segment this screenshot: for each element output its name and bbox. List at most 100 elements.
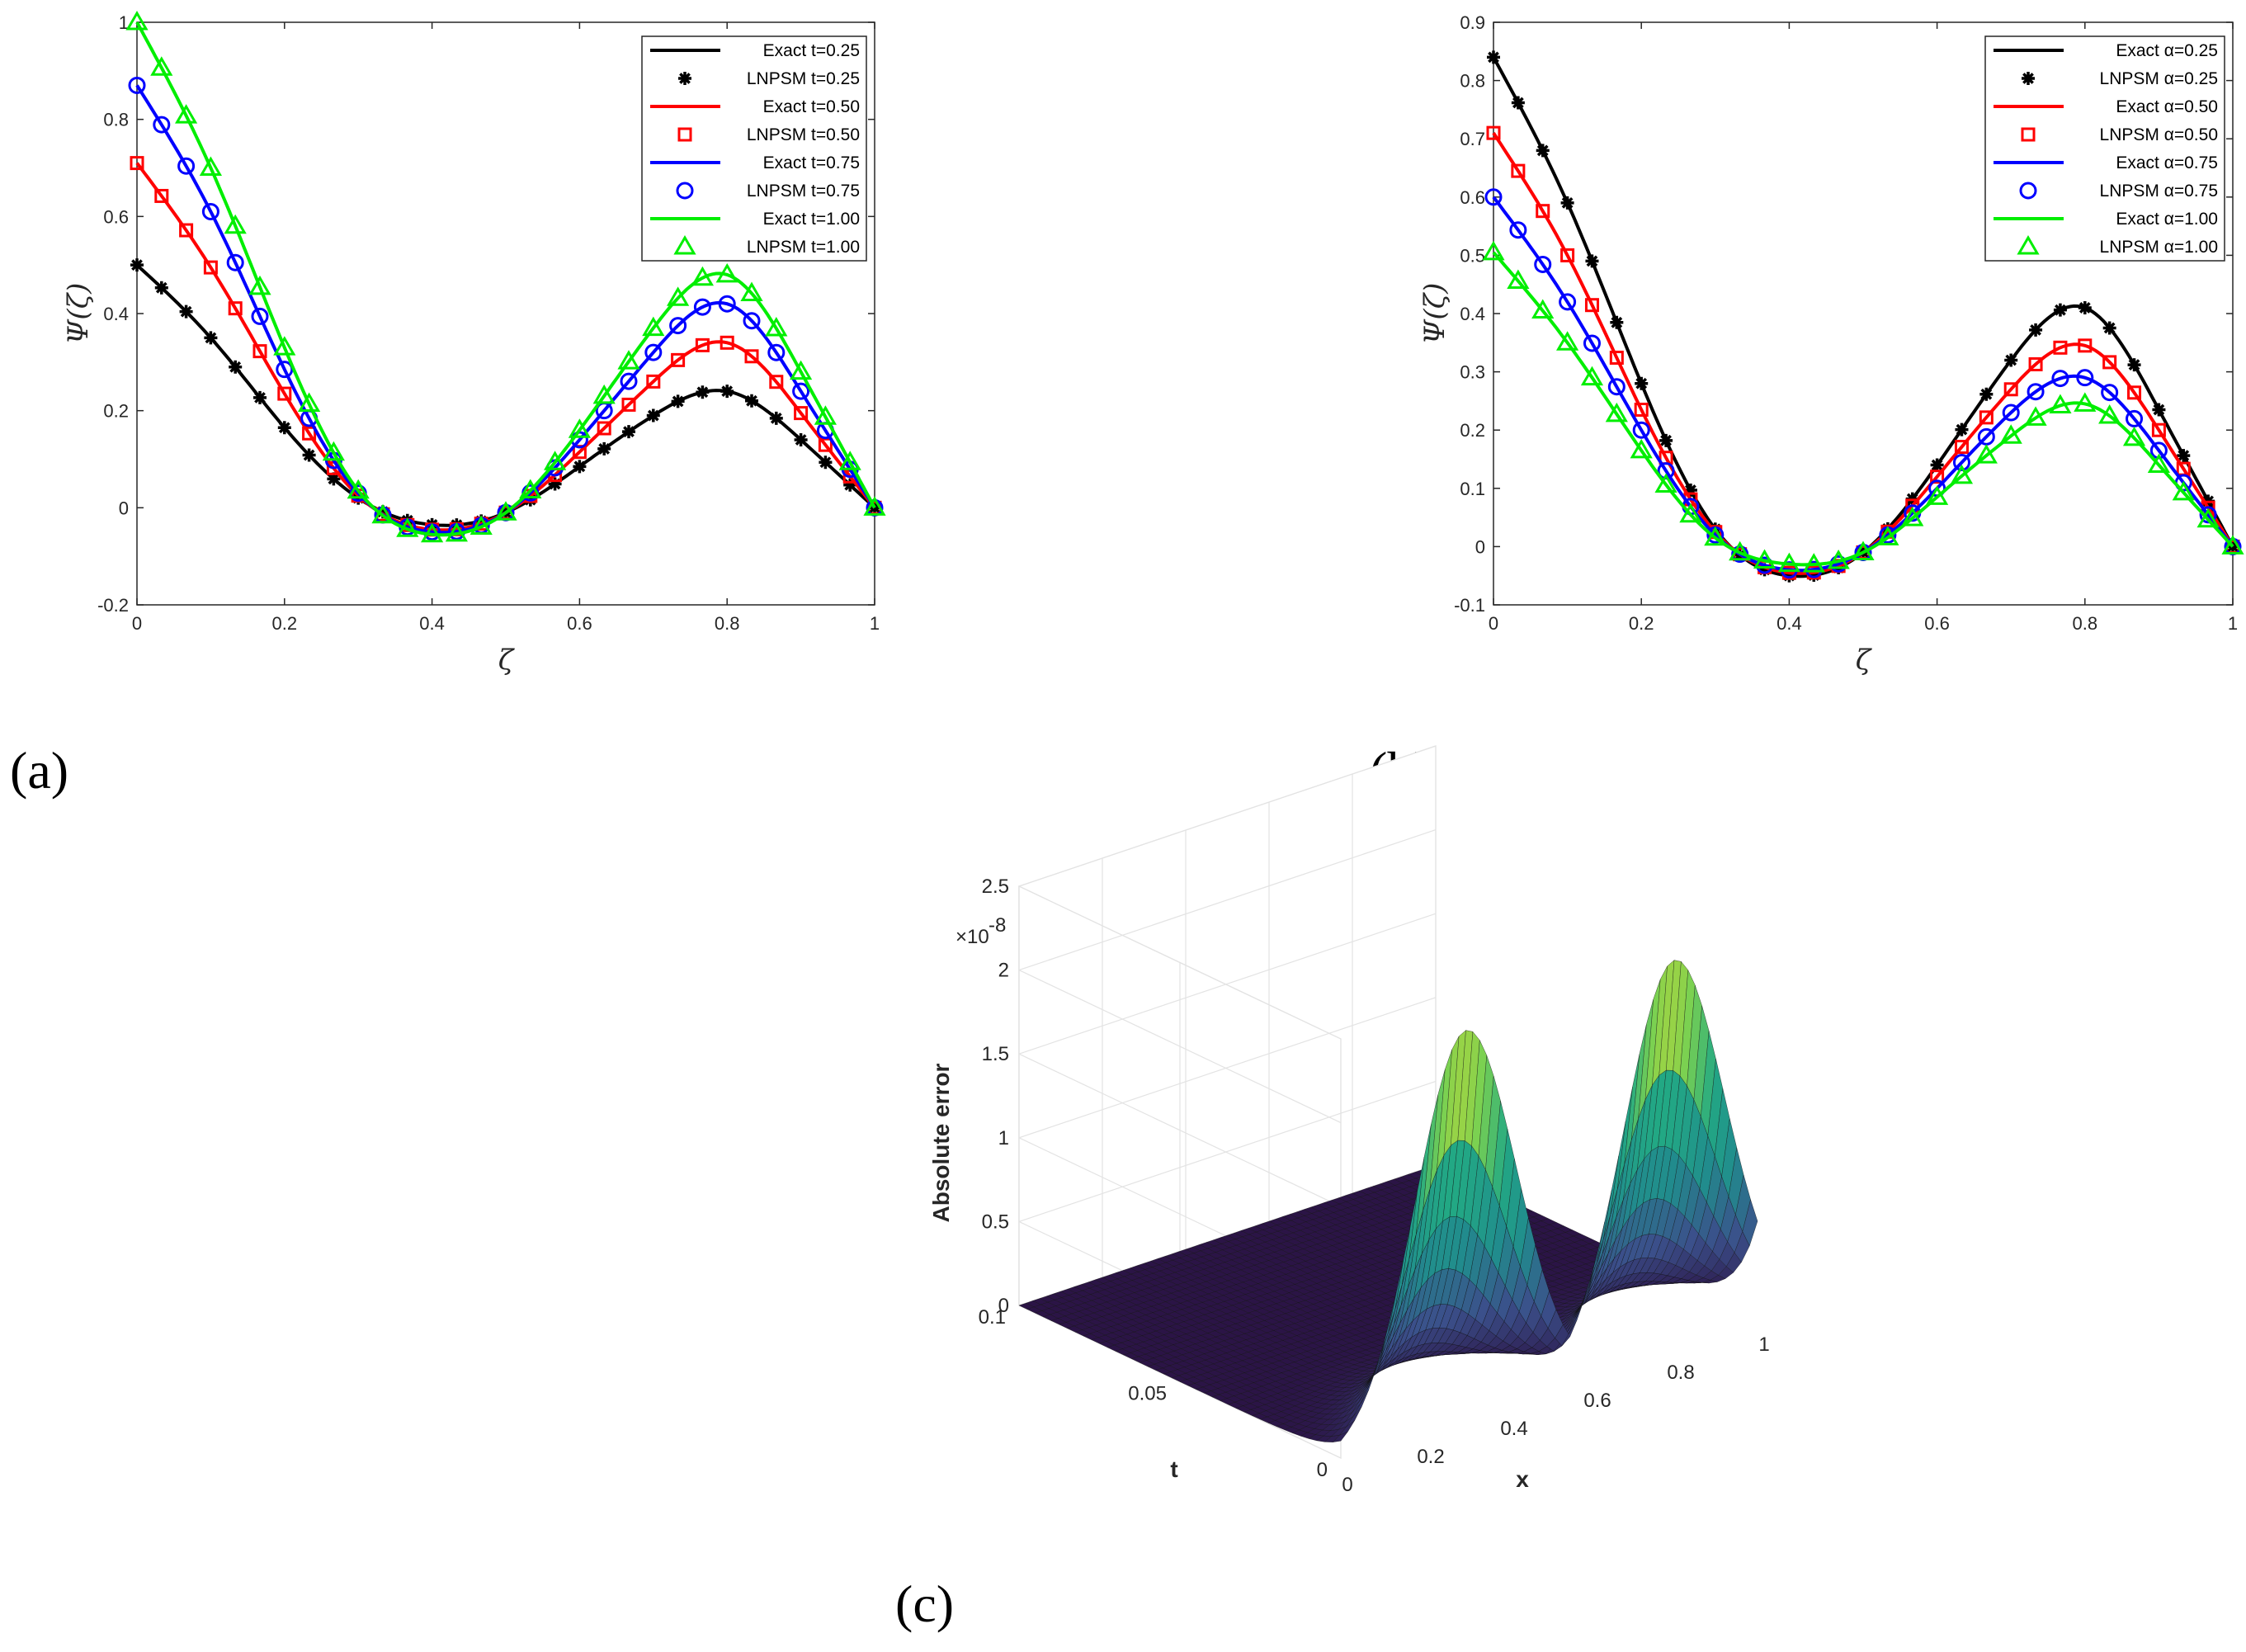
data-point xyxy=(2177,449,2191,463)
data-point xyxy=(327,472,341,486)
grid-line xyxy=(1018,829,1437,971)
x-tick-label: 0.4 xyxy=(1500,1418,1527,1440)
x-tick-label: 0 xyxy=(1342,1474,1352,1496)
data-point xyxy=(696,385,710,399)
data-point xyxy=(1609,350,1624,365)
data-point xyxy=(1782,569,1796,583)
data-point xyxy=(2078,300,2092,314)
data-point xyxy=(1531,299,1555,319)
data-point xyxy=(646,374,661,389)
data-point xyxy=(1979,387,1994,401)
data-point xyxy=(1632,421,1650,439)
data-point xyxy=(445,522,469,542)
y-tick-label: 0.2 xyxy=(1460,420,1485,441)
data-point xyxy=(1507,269,1530,290)
data-point xyxy=(1634,402,1649,417)
t-tick-label: 0 xyxy=(1317,1459,1328,1481)
t-tick-label: 0.05 xyxy=(1128,1383,1167,1405)
chart-panel-c: 0 0.5 1 1.5 2 2.5 0 0.2 0.4 0.6 0.8 1 0 0.05 0.1 ×10-8 A… xyxy=(928,745,1770,1496)
y-tick-label: 0.1 xyxy=(1460,479,1485,499)
data-point xyxy=(1975,444,1998,464)
data-point xyxy=(744,349,759,364)
data-point xyxy=(2122,426,2146,446)
legend-marker-swatch xyxy=(678,72,691,85)
data-point xyxy=(2002,404,2020,422)
data-point xyxy=(2102,321,2116,335)
data-point xyxy=(201,202,219,220)
data-point xyxy=(179,304,193,319)
exponent-value: -8 xyxy=(989,914,1006,937)
legend-entry: LNPSM α=0.50 xyxy=(2100,125,2218,144)
legend-entry: Exact t=1.00 xyxy=(763,210,860,229)
x-tick-label: 0.6 xyxy=(1924,613,1950,634)
z-tick-label: 1.5 xyxy=(982,1043,1009,1065)
y-tick-label: 0.8 xyxy=(103,110,129,130)
data-point xyxy=(154,188,169,203)
data-point xyxy=(2053,303,2067,317)
data-point xyxy=(1979,410,1994,425)
data-point xyxy=(2127,358,2141,372)
data-point xyxy=(1654,473,1677,493)
data-point xyxy=(1950,464,1974,484)
x-tick-label: 0 xyxy=(132,613,142,634)
data-point xyxy=(2126,409,2144,427)
data-point xyxy=(1610,315,1624,329)
data-point xyxy=(2024,406,2047,426)
t-axis-label: t xyxy=(1170,1456,1177,1482)
x-tick-label: 1 xyxy=(1758,1333,1769,1356)
y-tick-label: 0.8 xyxy=(1460,71,1485,92)
legend-marker-swatch xyxy=(2022,72,2035,85)
data-point xyxy=(669,317,687,335)
data-point xyxy=(2078,338,2093,353)
data-point xyxy=(1999,424,2022,444)
data-point xyxy=(2221,535,2244,555)
data-point xyxy=(2028,356,2043,371)
data-point xyxy=(177,157,196,175)
data-point xyxy=(1807,569,1821,583)
data-point xyxy=(347,479,370,499)
data-point xyxy=(203,260,218,275)
data-point xyxy=(154,281,168,295)
data-point xyxy=(769,411,783,425)
data-point xyxy=(617,350,640,370)
data-point xyxy=(695,337,710,352)
data-point xyxy=(1583,334,1601,352)
data-point xyxy=(130,258,144,272)
data-point xyxy=(2147,453,2171,474)
data-point xyxy=(1901,507,1924,526)
legend-entry: Exact t=0.75 xyxy=(763,153,860,172)
data-point xyxy=(150,56,173,76)
data-point xyxy=(843,478,857,492)
data-point xyxy=(767,343,786,361)
x-tick-label: 0 xyxy=(1489,613,1498,634)
x-tick-label: 1 xyxy=(2228,613,2238,634)
x-tick-label: 0.4 xyxy=(419,613,445,634)
data-point xyxy=(153,116,171,134)
x-axis-label: x xyxy=(1516,1466,1529,1492)
data-point xyxy=(376,505,389,519)
legend-entry: LNPSM t=0.75 xyxy=(747,182,860,201)
grid-line xyxy=(1018,913,1437,1055)
z-tick-label: 2 xyxy=(998,960,1009,982)
data-point xyxy=(715,262,738,283)
z-tick-label: 0 xyxy=(998,1295,1009,1317)
y-tick-label: 0.2 xyxy=(103,401,129,422)
data-point xyxy=(2053,340,2068,355)
data-point xyxy=(1635,376,1649,390)
legend-entry: Exact α=0.25 xyxy=(2116,41,2218,60)
panel-label-a: (a) xyxy=(10,741,68,800)
data-point xyxy=(1954,440,1969,455)
data-point xyxy=(2199,506,2217,524)
data-point xyxy=(1955,422,1969,437)
x-tick-label: 0.2 xyxy=(1629,613,1654,634)
legend-entry: Exact α=0.50 xyxy=(2116,97,2218,116)
data-point xyxy=(253,390,267,404)
legend: Exact t=0.25 LNPSM t=0.25 Exact t=0.50 LNPS… xyxy=(641,35,867,262)
data-point xyxy=(642,316,665,337)
z-tick-label: 0.5 xyxy=(982,1211,1009,1233)
data-point xyxy=(671,394,685,408)
legend-entry: Exact t=0.50 xyxy=(763,97,860,116)
y-tick-label: -0.1 xyxy=(1454,595,1485,616)
legend-entry: Exact t=0.25 xyxy=(763,41,860,60)
